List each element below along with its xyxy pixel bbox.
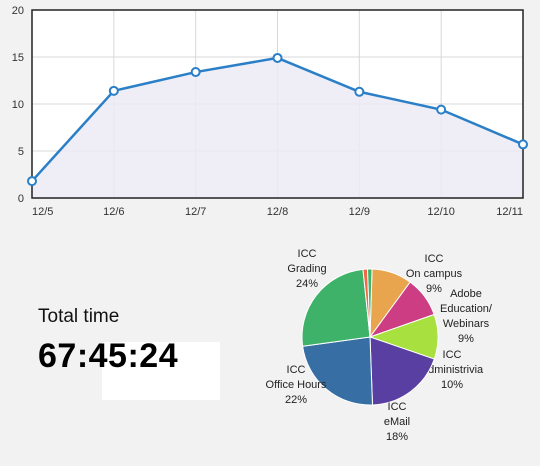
slice-label-line: On campus	[406, 268, 463, 280]
slice-label-line: ICC	[388, 401, 407, 413]
plot-border	[31, 9, 524, 199]
x-tick-label: 12/5	[32, 206, 53, 218]
data-point	[436, 104, 447, 115]
pie-slice	[301, 268, 371, 347]
slice-label-line: Education/	[440, 303, 493, 315]
y-tick-label: 10	[12, 99, 24, 111]
y-tick-label: 15	[12, 52, 24, 64]
slice-label-line: 10%	[441, 379, 463, 391]
slice-label-line: ICC	[298, 248, 317, 260]
data-point	[108, 85, 119, 96]
pie-slice	[302, 336, 374, 406]
slice-label-line: Office Hours	[266, 379, 327, 391]
slice-label-line: Webinars	[443, 318, 490, 330]
y-tick-label: 0	[18, 193, 24, 205]
slice-label: ICC eMail 18%	[384, 401, 410, 443]
line-chart: 0 5 10 15 20 12/5 12/6 12/7 12/8 12/9 12/10 12/11	[12, 5, 528, 218]
pie-slice	[366, 268, 373, 338]
slice-label-line: 18%	[386, 431, 408, 443]
slice-label: ICC Office Hours 22%	[266, 364, 327, 406]
x-tick-label: 12/9	[349, 206, 370, 218]
slice-label-line: 9%	[426, 283, 442, 295]
x-tick-label: 12/8	[267, 206, 288, 218]
data-point	[27, 176, 37, 187]
data-point	[518, 139, 528, 150]
slice-label-line: 24%	[296, 278, 318, 290]
slice-label-line: ICC	[425, 253, 444, 265]
slice-label: Adobe Education/Webinars 9%	[440, 288, 493, 345]
slice-label-line: ICC	[287, 364, 306, 376]
slice-label: ICC On campus 9%	[406, 253, 463, 295]
x-tick-label: 12/11	[496, 206, 523, 218]
slice-label-line: ICC	[443, 349, 462, 361]
pie-chart: ICC On campus 9% Adobe Education/Webinars 9%I…	[266, 248, 493, 443]
slice-label: ICC Administrivia 10%	[421, 349, 484, 391]
data-point	[272, 52, 283, 63]
x-tick-label: 12/10	[427, 206, 455, 218]
area-fill	[32, 57, 523, 198]
pie-slice	[369, 336, 435, 406]
y-tick-label: 20	[12, 5, 24, 17]
x-tick-label: 12/6	[103, 206, 124, 218]
slice-label: ICC Grading 24%	[287, 248, 326, 290]
slice-label-line: Administrivia	[421, 364, 484, 376]
slice-label-line: 22%	[285, 394, 307, 406]
value-highlight-box	[102, 342, 220, 400]
x-tick-label: 12/7	[185, 206, 206, 218]
total-time-value: 67:45:24	[38, 337, 179, 375]
total-time-label: Total time	[38, 306, 120, 327]
slice-label-line: eMail	[384, 416, 410, 428]
data-point	[190, 67, 201, 78]
slice-label-line: 9%	[458, 333, 474, 345]
data-point	[354, 86, 365, 97]
y-tick-label: 5	[18, 146, 24, 158]
slice-label-line: Adobe	[450, 288, 482, 300]
slice-label-line: Grading	[287, 263, 326, 275]
